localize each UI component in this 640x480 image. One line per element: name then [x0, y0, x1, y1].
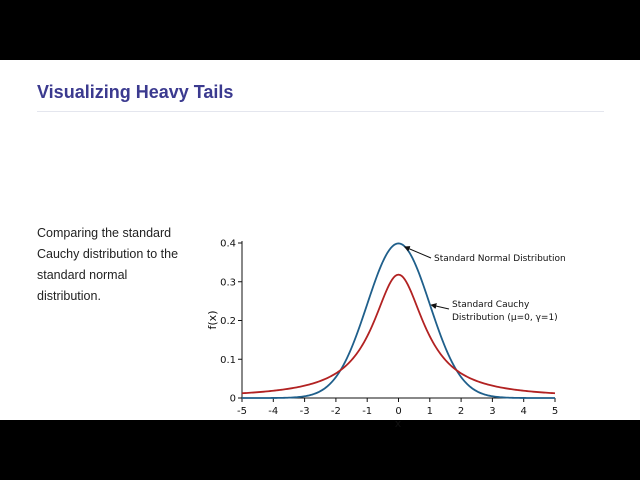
x-tick-label: 4 — [521, 406, 527, 417]
x-tick-label: 2 — [458, 406, 464, 417]
x-tick-label: -5 — [237, 406, 247, 417]
x-axis-label: x — [395, 417, 402, 430]
cauchy-annotation-label-line2: Distribution (μ=0, γ=1) — [452, 313, 558, 323]
x-tick-label: -3 — [300, 406, 310, 417]
y-axis-label: f(x) — [206, 311, 219, 330]
title-divider — [37, 111, 604, 112]
slide-description: Comparing the standard Cauchy distributi… — [37, 226, 179, 303]
slide: Visualizing Heavy Tails Comparing the st… — [0, 60, 640, 430]
normal-annotation-label: Standard Normal Distribution — [434, 254, 566, 264]
y-tick-label: 0.2 — [220, 316, 236, 327]
x-tick-label: -1 — [362, 406, 372, 417]
x-tick-label: 0 — [395, 406, 401, 417]
y-tick-label: 0.3 — [220, 277, 236, 288]
annotation-layer: Standard Normal Distribution Standard Cau… — [403, 246, 566, 323]
x-tick-label: 3 — [489, 406, 495, 417]
normal-annotation-arrow — [403, 246, 432, 259]
normal-curve — [242, 242, 555, 399]
y-tick-label: 0 — [230, 394, 236, 405]
slide-title: Visualizing Heavy Tails — [37, 82, 234, 102]
cauchy-curve — [241, 273, 556, 395]
y-tick-label: 0.1 — [220, 355, 236, 366]
x-tick-label: -4 — [268, 406, 278, 417]
x-tick-label: 5 — [552, 406, 558, 417]
density-chart: -5 -4 -3 -2 -1 0 1 2 3 4 5 0 0.1 0.2 0.3 0.4 Standard N… — [206, 239, 566, 431]
x-tick-label: -2 — [331, 406, 341, 417]
x-tick-label: 1 — [427, 406, 433, 417]
y-tick-label: 0.4 — [220, 239, 236, 250]
cauchy-annotation-label: Standard Cauchy — [452, 300, 530, 310]
cauchy-annotation-arrow — [430, 303, 450, 310]
series-layer — [241, 242, 556, 399]
axes: -5 -4 -3 -2 -1 0 1 2 3 4 5 0 0.1 0.2 0.3 0.4 — [220, 239, 558, 418]
